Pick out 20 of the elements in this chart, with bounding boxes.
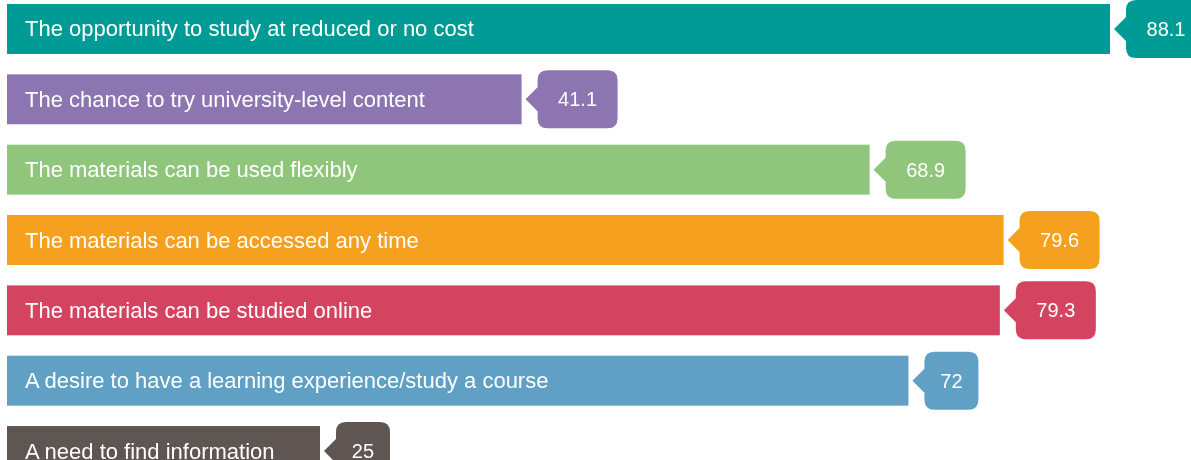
y-tick-label: A need to find information [25,438,275,460]
y-tick-label: The opportunity to study at reduced or no cost [25,16,474,42]
bar [7,215,1004,265]
bar [7,4,1110,54]
bar [7,285,1000,336]
data-label: 88.1 [1146,17,1186,40]
bar [7,144,870,195]
data-label: 41.1 [558,88,598,111]
data-label: 72 [940,369,963,392]
data-label: 68.9 [906,158,946,181]
y-tick-label: The materials can be studied online [25,297,373,323]
data-label: 25 [351,440,375,460]
y-tick-label: The materials can be used flexibly [25,157,358,183]
data-label: 79.6 [1040,229,1080,251]
bar [7,355,909,406]
y-tick-label: A desire to have a learning experience/study a course [25,368,549,394]
data-label: 79.3 [1036,299,1076,322]
y-tick-label: The chance to try university-level content [25,86,425,112]
y-tick-label: The materials can be accessed any time [25,227,419,253]
bar [7,74,522,125]
